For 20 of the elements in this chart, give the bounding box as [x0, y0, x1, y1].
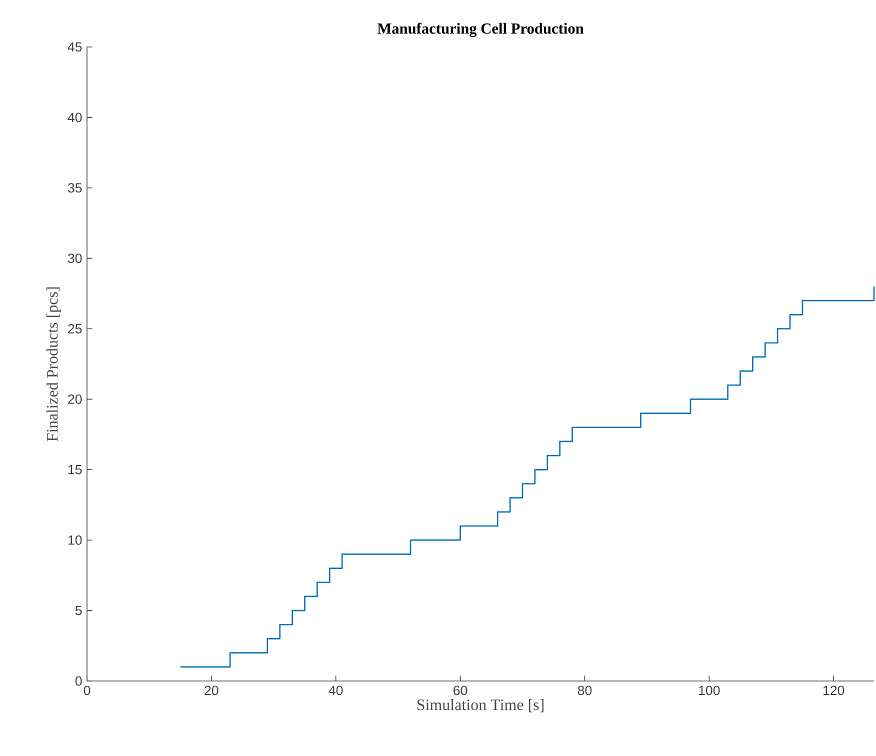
y-tick-label: 5 [75, 606, 82, 616]
y-tick-label: 40 [68, 112, 82, 122]
y-tick-label: 35 [68, 183, 82, 193]
y-tick-label: 20 [68, 394, 82, 404]
chart-title: Manufacturing Cell Production [377, 22, 584, 37]
x-tick-label: 80 [578, 686, 592, 696]
y-tick-label: 25 [68, 324, 82, 334]
x-tick-label: 100 [699, 686, 720, 696]
x-axis-title: Simulation Time [s] [417, 698, 544, 712]
y-tick-label: 45 [68, 42, 82, 52]
x-tick-label: 0 [84, 686, 90, 696]
x-tick-label: 40 [328, 686, 343, 696]
y-tick-label: 0 [75, 676, 82, 686]
x-tick-label: 20 [204, 686, 218, 696]
x-tick-label: 60 [454, 686, 468, 696]
y-tick-label: 15 [68, 464, 82, 474]
x-tick-label: 120 [823, 686, 844, 696]
y-tick-label: 30 [68, 254, 82, 264]
y-tick-label: 10 [68, 535, 82, 545]
y-axis-title: Finalized Products [pcs] [46, 287, 61, 442]
